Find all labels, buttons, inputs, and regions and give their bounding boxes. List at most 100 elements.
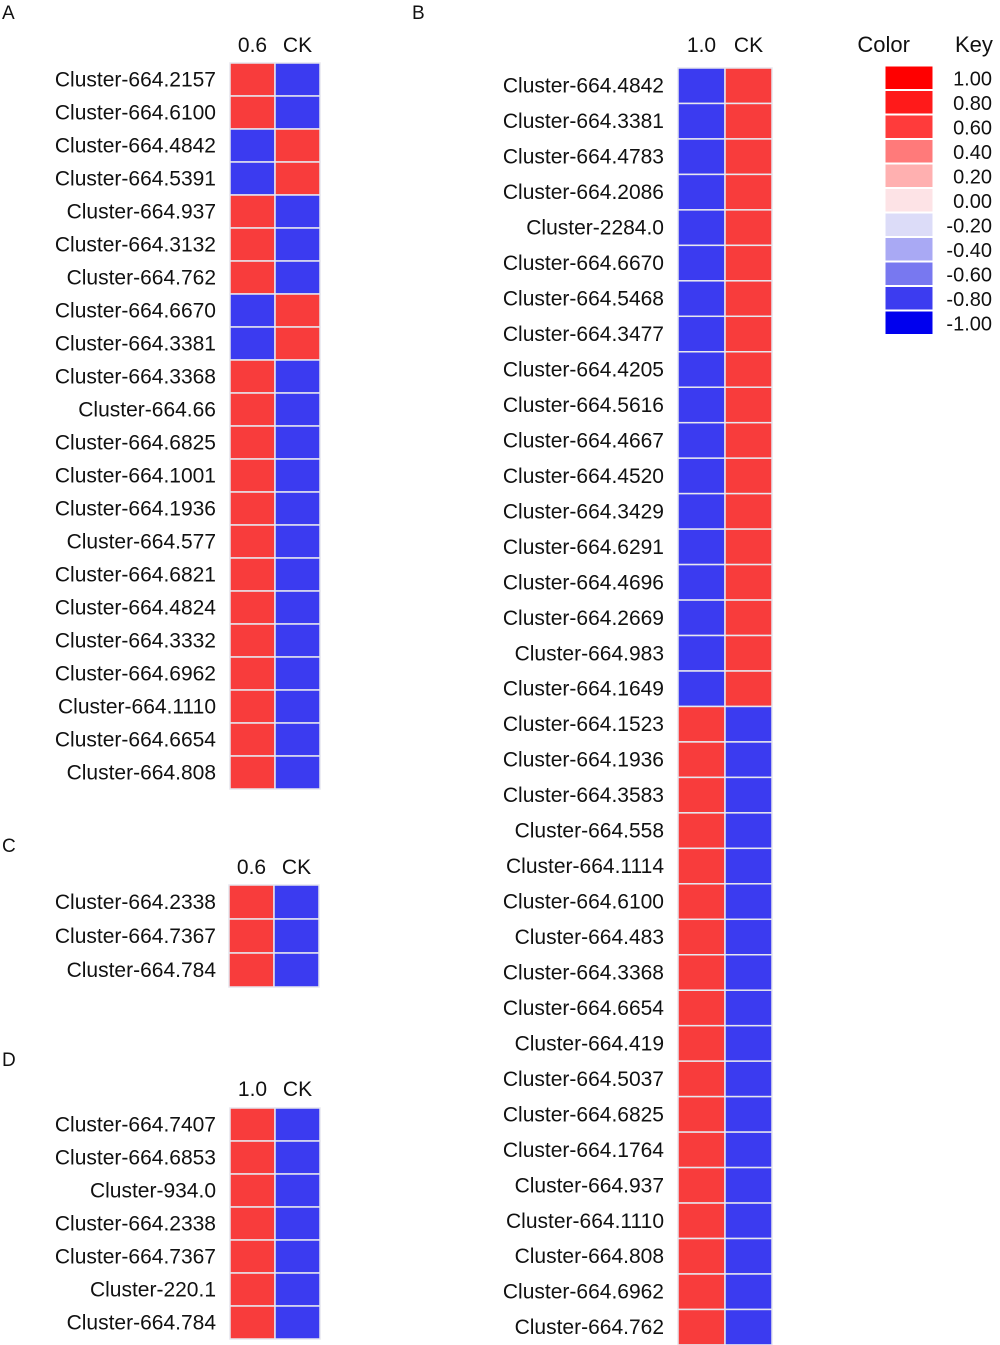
color-key-swatch — [884, 286, 934, 311]
row-label: Cluster-664.2338 — [55, 1213, 216, 1236]
heatmap-cell — [677, 173, 726, 211]
row-label: Cluster-664.419 — [515, 1032, 664, 1055]
row-label: Cluster-664.3381 — [55, 333, 216, 356]
color-key-title-right: Key — [955, 32, 993, 57]
heatmap-cell — [677, 776, 726, 814]
heatmap-cell — [724, 315, 773, 353]
color-key-tick-label: 1.00 — [953, 68, 992, 90]
heatmap-cell — [274, 590, 321, 625]
heatmap-cell — [677, 67, 726, 105]
heatmap-cell — [677, 670, 726, 708]
color-key-swatch — [884, 90, 934, 115]
color-key-swatch — [884, 139, 934, 164]
row-label: Cluster-664.483 — [515, 926, 664, 949]
row-label: Cluster-664.6825 — [503, 1103, 664, 1126]
heatmap-cell — [677, 599, 726, 637]
heatmap-cell — [677, 528, 726, 566]
row-label: Cluster-664.66 — [78, 399, 216, 422]
heatmap-cell — [677, 1202, 726, 1240]
row-label: Cluster-664.3368 — [503, 961, 664, 984]
heatmap-cell — [724, 1166, 773, 1204]
heatmap-cell — [229, 1272, 276, 1307]
heatmap-cell — [229, 95, 276, 130]
heatmap-cell — [724, 705, 773, 743]
row-label: Cluster-664.3583 — [503, 784, 664, 807]
heatmap-cell — [724, 776, 773, 814]
color-key-tick-label: -1.00 — [946, 313, 992, 335]
column-label: CK — [283, 1078, 312, 1101]
heatmap-cell — [273, 952, 320, 988]
heatmap-cell — [677, 209, 726, 247]
heatmap-cell — [677, 989, 726, 1027]
panel-letter: C — [2, 836, 16, 857]
heatmap-cell — [677, 1273, 726, 1311]
heatmap-cell — [724, 280, 773, 318]
row-label: Cluster-664.2157 — [55, 69, 216, 92]
row-label: Cluster-664.6825 — [55, 432, 216, 455]
heatmap-cell — [677, 1166, 726, 1204]
heatmap-cell — [274, 524, 321, 559]
heatmap-cell — [274, 1173, 321, 1208]
color-key-title-left: Color — [857, 32, 910, 57]
heatmap-cell — [677, 705, 726, 743]
heatmap-cell — [724, 102, 773, 140]
heatmap-cell — [677, 847, 726, 885]
row-label: Cluster-664.6654 — [503, 997, 664, 1020]
row-label: Cluster-664.7367 — [55, 925, 216, 948]
row-label: Cluster-664.4520 — [503, 465, 664, 488]
panel-letter: A — [2, 3, 15, 24]
heatmap-cell — [677, 280, 726, 318]
heatmap-cell — [274, 557, 321, 592]
color-key-tick-label: -0.40 — [946, 240, 992, 262]
row-label: Cluster-664.1764 — [503, 1139, 664, 1162]
color-key-swatch — [884, 237, 934, 262]
heatmap-cell — [677, 244, 726, 282]
heatmap-cell — [274, 755, 321, 790]
heatmap-cell — [229, 128, 276, 163]
heatmap-cell — [228, 884, 275, 920]
heatmap-cell — [724, 670, 773, 708]
heatmap-cell — [677, 812, 726, 850]
heatmap-cell — [229, 590, 276, 625]
color-key-swatch — [884, 212, 934, 237]
heatmap-cell — [274, 689, 321, 724]
row-label: Cluster-664.5391 — [55, 168, 216, 191]
heatmap-cell — [274, 1272, 321, 1307]
color-key-tick-label: -0.20 — [946, 215, 992, 237]
row-label: Cluster-664.762 — [67, 267, 216, 290]
heatmap-cell — [677, 563, 726, 601]
heatmap-cell — [229, 194, 276, 229]
row-label: Cluster-664.784 — [67, 959, 217, 982]
heatmap-cell — [274, 1140, 321, 1175]
row-label: Cluster-664.6670 — [503, 252, 664, 275]
heatmap-cell — [229, 62, 276, 97]
heatmap-cell — [274, 458, 321, 493]
row-label: Cluster-664.1110 — [506, 1210, 664, 1233]
heatmap-cell — [724, 563, 773, 601]
heatmap-cell — [677, 741, 726, 779]
heatmap-cell — [724, 812, 773, 850]
color-key-tick-label: -0.60 — [946, 264, 992, 286]
heatmap-cell — [724, 847, 773, 885]
heatmap-cell — [274, 128, 321, 163]
row-label: Cluster-664.937 — [67, 201, 216, 224]
color-key-swatch — [884, 163, 934, 188]
row-label: Cluster-664.808 — [67, 762, 216, 785]
row-label: Cluster-664.4667 — [503, 429, 664, 452]
row-label: Cluster-664.6962 — [503, 1281, 664, 1304]
column-label: CK — [282, 856, 311, 879]
heatmap-cell — [274, 623, 321, 658]
row-label: Cluster-2284.0 — [526, 217, 664, 240]
heatmap-cell — [724, 173, 773, 211]
heatmap-cell — [724, 1060, 773, 1098]
heatmap-cell — [724, 351, 773, 388]
color-key-swatch — [884, 261, 934, 286]
heatmap-cell — [273, 918, 320, 954]
row-label: Cluster-664.1649 — [503, 678, 664, 701]
heatmap-cell — [228, 952, 275, 988]
heatmap-cell — [724, 421, 773, 459]
heatmap-cell — [274, 260, 321, 295]
row-label: Cluster-664.1110 — [58, 696, 216, 719]
heatmap-cell — [274, 1206, 321, 1241]
